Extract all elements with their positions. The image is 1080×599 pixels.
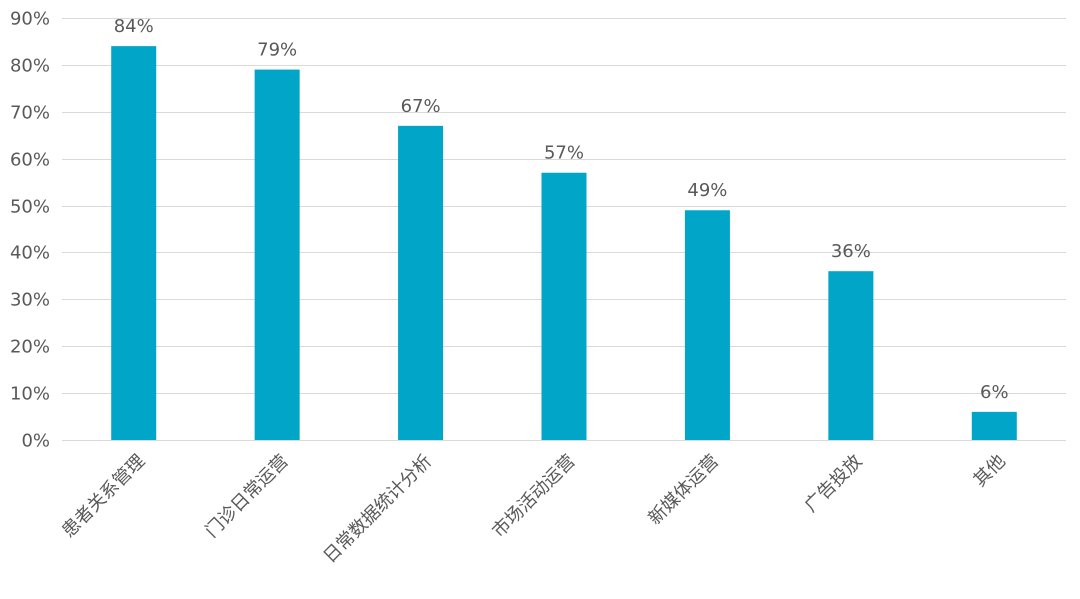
x-category-label: 市场活动运营 (488, 451, 579, 542)
x-category-label: 新媒体运营 (644, 451, 722, 529)
y-tick-label: 0% (21, 431, 50, 452)
x-category-label: 日常数据统计分析 (319, 451, 436, 568)
bar (254, 69, 300, 441)
x-category-label: 患者关系管理 (58, 451, 149, 542)
data-label: 6% (980, 382, 1009, 403)
data-label: 36% (831, 241, 871, 262)
y-tick-label: 10% (10, 384, 50, 405)
bar (398, 125, 444, 440)
y-tick-label: 90% (10, 9, 50, 30)
y-tick-label: 20% (10, 337, 50, 358)
x-axis-categories: 患者关系管理 门诊日常运营 日常数据统计分析 市场活动运营 新媒体运营 广告投放 其他 (58, 451, 1010, 568)
data-label: 49% (687, 180, 727, 201)
y-tick-label: 60% (10, 150, 50, 171)
bar (971, 411, 1017, 440)
data-label: 79% (257, 40, 297, 61)
y-tick-label: 80% (10, 56, 50, 77)
y-tick-label: 30% (10, 290, 50, 311)
bar (684, 210, 730, 440)
bar (111, 46, 157, 441)
bar (541, 172, 587, 440)
y-tick-label: 50% (10, 197, 50, 218)
x-category-label: 广告投放 (801, 451, 867, 517)
bar (828, 271, 874, 440)
data-labels: 84% 79% 67% 57% 49% 36% 6% (114, 16, 1009, 403)
data-label: 67% (401, 96, 441, 117)
data-label: 57% (544, 143, 584, 164)
y-axis-ticks: 0% 10% 20% 30% 40% 50% 60% 70% 80% 90% (10, 9, 50, 452)
x-category-label: 门诊日常运营 (201, 451, 292, 542)
bars (111, 46, 1017, 441)
x-category-label: 其他 (970, 451, 1010, 491)
data-label: 84% (114, 16, 154, 37)
y-tick-label: 70% (10, 103, 50, 124)
y-tick-label: 40% (10, 243, 50, 264)
